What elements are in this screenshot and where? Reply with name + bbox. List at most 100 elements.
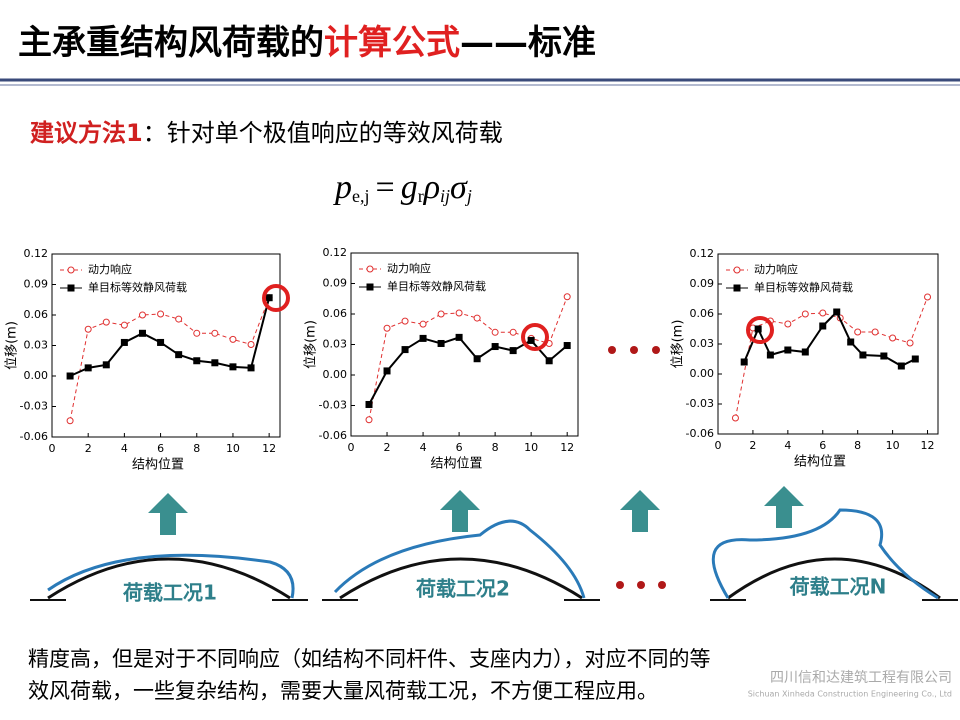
y-axis-label: 位移(m) (5, 321, 20, 370)
marker (754, 325, 762, 333)
marker (784, 320, 792, 328)
marker (365, 416, 373, 424)
legend-marker (366, 265, 374, 273)
y-tick-label: 0.00 (323, 368, 348, 381)
highlight (521, 323, 549, 351)
marker (193, 329, 201, 337)
x-axis-label: 结构位置 (430, 457, 482, 472)
series-line (734, 296, 928, 419)
y-tick-label: 0.06 (24, 308, 49, 321)
case-label: 荷载工况N (790, 575, 887, 599)
marker (871, 328, 879, 336)
marker (784, 346, 792, 354)
marker (740, 358, 748, 366)
marker (211, 359, 219, 367)
marker (906, 339, 914, 347)
marker (491, 343, 499, 351)
marker (175, 315, 183, 323)
legend-label: 动力响应 (88, 262, 132, 276)
marker (563, 342, 571, 350)
marker (833, 308, 841, 316)
x-tick-label: 12 (560, 441, 574, 454)
structures (30, 508, 958, 601)
legend-label: 单目标等效静风荷载 (387, 279, 486, 293)
legend-marker (366, 283, 374, 291)
y-tick-label: 0.00 (24, 369, 49, 382)
marker (437, 310, 445, 318)
marker (859, 351, 867, 359)
marker (84, 325, 92, 333)
body-text: 精度高，但是对于不同响应（如结构不同杆件、支座内力），对应不同的等 (28, 647, 711, 671)
x-tick-label: 6 (819, 439, 826, 452)
y-tick-label: 0.09 (323, 277, 348, 290)
marker (766, 351, 774, 359)
marker (563, 293, 571, 301)
marker (66, 372, 74, 380)
marker (819, 322, 827, 330)
x-tick-label: 4 (121, 442, 128, 455)
marker (889, 334, 897, 342)
y-tick-label: 0.12 (24, 247, 49, 260)
marker (66, 417, 74, 425)
x-tick-label: 10 (524, 441, 538, 454)
marker (801, 348, 809, 356)
series-line (368, 296, 568, 420)
y-tick-label: 0.06 (690, 307, 715, 320)
marker (419, 334, 427, 342)
case-label: 荷载工况2 (416, 577, 510, 601)
legend-marker (733, 284, 741, 292)
body-text: 效风荷载，一些复杂结构，需要大量风荷载工况，不方便工程应用。 (28, 679, 658, 703)
watermark: Sichuan Xinheda Construction Engineering… (748, 690, 952, 699)
marker (509, 347, 517, 355)
marker (120, 321, 128, 329)
series-line (69, 297, 271, 377)
marker (365, 400, 373, 408)
x-tick-label: 4 (784, 439, 791, 452)
x-tick-label: 2 (85, 442, 92, 455)
x-tick-label: 2 (384, 441, 391, 454)
ellipsis (608, 346, 666, 589)
marker (138, 311, 146, 319)
marker (854, 328, 862, 336)
marker (473, 314, 481, 322)
marker (102, 318, 110, 326)
slide-title: 主承重结构风荷载的计算公式——标准 (18, 23, 596, 63)
marker (401, 317, 409, 325)
x-tick-label: 8 (193, 442, 200, 455)
y-tick-label: 0.12 (690, 247, 715, 260)
y-tick-label: 0.09 (690, 277, 715, 290)
chart: -0.06 -0.03 0.00 0.03 0.06 0.09 0.12 0 2 4 6 8 10 12 结… (5, 247, 290, 473)
legend-label: 单目标等效静风荷载 (754, 280, 853, 294)
marker (801, 310, 809, 318)
legend-marker (733, 266, 741, 274)
x-tick-label: 8 (492, 441, 499, 454)
marker (455, 333, 463, 341)
case-labels: 荷载工况1 荷载工况2 荷载工况N (123, 575, 886, 605)
marker (731, 414, 739, 422)
marker (383, 367, 391, 375)
marker (265, 294, 273, 302)
y-axis-label: 位移(m) (304, 320, 319, 369)
marker (491, 328, 499, 336)
y-tick-label: 0.09 (24, 278, 49, 291)
chart: -0.06 -0.03 0.00 0.03 0.06 0.09 0.12 0 2 4 6 8 10 12 结… (304, 246, 579, 472)
marker (401, 346, 409, 354)
marker (211, 329, 219, 337)
marker (247, 364, 255, 372)
y-tick-label: 0.06 (323, 307, 348, 320)
case-label: 荷载工况1 (123, 581, 217, 605)
formula: pe,j = grρijσj (333, 169, 472, 206)
legend-label: 动力响应 (387, 261, 431, 275)
wind-arrows (148, 486, 804, 535)
y-tick-label: -0.03 (20, 400, 48, 413)
marker (847, 338, 855, 346)
marker (84, 364, 92, 372)
marker (157, 310, 165, 318)
marker (157, 338, 165, 346)
legend-marker (67, 284, 75, 292)
marker (419, 320, 427, 328)
marker (383, 324, 391, 332)
marker (473, 355, 481, 363)
marker (509, 328, 517, 336)
